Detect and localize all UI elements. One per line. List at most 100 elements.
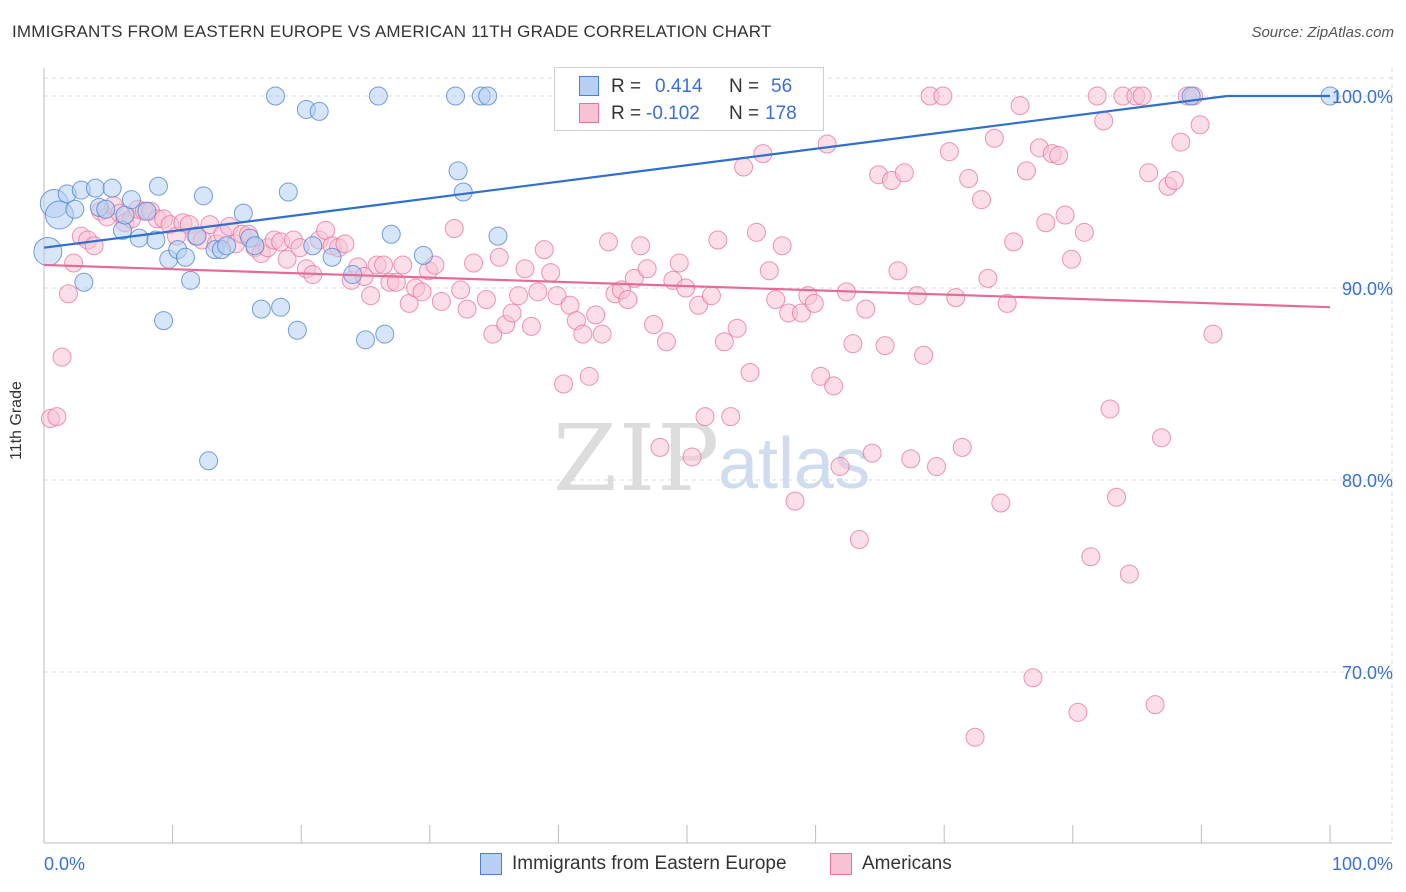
data-point [47,407,67,427]
data-point [618,290,638,310]
data-point [1023,668,1043,688]
data-point [453,182,473,202]
data-point [579,366,599,386]
data-point [217,236,237,256]
data-point [946,288,966,308]
trend-line [43,94,1228,249]
data-point [1145,695,1165,715]
r-value: -0.102 [646,103,700,124]
chart-title: IMMIGRANTS FROM EASTERN EUROPE VS AMERIC… [12,22,772,41]
data-point [830,457,850,477]
data-point [644,314,664,334]
data-point [121,190,141,210]
data-point [804,293,824,313]
correlation-legend: R = 0.414 N = 56 R = -0.102 N = 178 [554,67,824,131]
data-point [444,218,464,238]
trend-lines [43,94,1331,309]
legend-swatch-pink [579,103,599,123]
data-point [271,297,291,317]
data-point [1081,547,1101,567]
data-point [1068,702,1088,722]
data-point [676,278,696,298]
data-point [856,299,876,319]
immigrants-points [33,86,1340,471]
data-point [278,182,298,202]
data-point [785,491,805,511]
data-point [1152,428,1172,448]
data-point [849,530,869,550]
data-point [689,295,709,315]
data-point [1055,205,1075,225]
data-point [457,299,477,319]
data-point [393,255,413,275]
data-point [862,443,882,463]
n-label: N = [729,103,760,124]
y-tick-label: 70.0% [1342,663,1393,683]
legend-swatch-blue [579,76,599,96]
data-point [586,305,606,325]
data-point [824,376,844,396]
data-point [901,449,921,469]
data-point [1017,161,1037,181]
data-point [656,332,676,352]
data-point [1062,249,1082,269]
data-point [509,286,529,306]
source-label: Source: ZipAtlas.com [1251,24,1394,41]
data-point [335,234,355,254]
data-point [721,407,741,427]
data-point [708,230,728,250]
data-point [148,176,168,196]
data-point [1074,222,1094,242]
data-point [534,240,554,260]
data-point [914,345,934,365]
data-point [361,286,381,306]
data-point [599,232,619,252]
data-point [451,280,471,300]
data-point [1107,487,1127,507]
data-point [193,186,213,206]
data-point [1004,232,1024,252]
data-point [356,330,375,350]
data-point [476,290,496,310]
data-point [303,236,323,256]
data-point [58,284,78,304]
data-point [1171,132,1191,152]
data-point [1049,146,1069,166]
data-point [381,224,401,244]
data-point [1094,111,1114,131]
data-point [413,245,433,265]
tick-labels: 70.0% 80.0% 90.0% 100.0% 0.0% 100.0% [44,87,1393,874]
data-point [1119,564,1139,584]
data-point [375,324,395,344]
data-point [528,282,548,302]
data-point [959,169,979,189]
data-point [154,311,174,331]
data-point [502,303,522,323]
data-point [446,86,466,106]
data-point [431,291,451,311]
data-point [1164,170,1184,190]
trend-line [43,263,1331,309]
legend-swatch-blue [480,853,502,875]
data-point [483,324,503,344]
data-point [547,286,567,306]
data-point [1036,213,1056,233]
data-point [322,247,342,267]
data-point [233,203,253,223]
americans-points [40,86,1223,747]
data-point [746,222,766,242]
data-point [894,163,914,183]
legend-swatch-pink [830,853,852,875]
data-point [669,253,689,273]
data-point [251,299,271,319]
data-point [1139,163,1159,183]
n-value: 56 [771,76,793,97]
data-point [772,236,792,256]
x-tick-label: 0.0% [44,854,85,874]
data-point [701,286,721,306]
data-point [888,261,908,281]
data-point [368,86,388,106]
data-point [541,263,561,283]
data-point [624,268,644,288]
r-label: R = [611,103,642,124]
